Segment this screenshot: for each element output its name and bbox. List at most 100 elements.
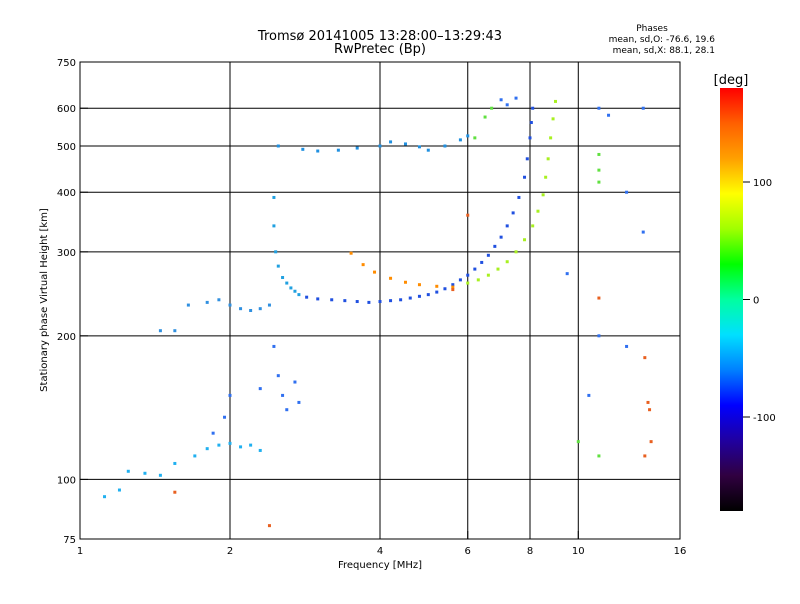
e-layer-mid-point-3	[205, 300, 209, 304]
f2-o-trace-point-5	[367, 300, 371, 304]
f2-o-trace-point-26	[525, 157, 529, 161]
f-region-band-point-0	[276, 144, 280, 148]
scattered-warm-point-9	[451, 288, 455, 292]
scattered-warm-point-5	[597, 296, 601, 300]
scattered-mixed-point-1	[276, 374, 280, 378]
f2-o-trace-point-28	[529, 121, 533, 125]
f2-o-trace-point-25	[523, 175, 527, 179]
f-region-band-point-2	[316, 149, 320, 153]
e-layer-mid-point-5	[228, 303, 232, 307]
f-region-band-point-8	[417, 145, 421, 149]
f2-o-trace-point-16	[466, 273, 470, 277]
f-region-band-point-5	[378, 144, 382, 148]
f2-o-trace-point-23	[511, 211, 515, 215]
colorbar	[720, 88, 743, 511]
scattered-mixed-point-18	[587, 393, 591, 397]
scattered-green-point-0	[490, 106, 494, 110]
scattered-mixed-point-10	[499, 98, 503, 102]
f-region-band-point-9	[426, 148, 430, 152]
y-axis-label: Stationary phase Virtual Height [km]	[39, 208, 50, 392]
f2-o-trace-point-18	[480, 260, 484, 264]
cusp-spread-point-2	[274, 250, 278, 254]
y-tick-label-300: 300	[57, 248, 76, 259]
stats-line-x: mean, sd,X: 88.1, 28.1	[613, 46, 715, 56]
colorbar-tick-label-0: 0	[753, 296, 759, 307]
f2-o-trace-point-12	[435, 290, 439, 294]
cusp-spread-point-8	[297, 293, 301, 297]
x-tick-label-2: 2	[227, 546, 233, 557]
y-tick-label-100: 100	[57, 475, 76, 486]
f2-o-trace-point-7	[389, 299, 393, 303]
f2-o-trace-point-1	[316, 297, 320, 301]
e-layer-mid-point-2	[186, 303, 190, 307]
f2-x-trace-point-1	[476, 278, 480, 282]
x-axis-label: Frequency [MHz]	[338, 560, 422, 571]
f2-x-trace-point-3	[496, 267, 500, 271]
e-layer-low-point-8	[143, 471, 147, 475]
f2-x-trace-point-13	[551, 117, 555, 121]
f2-o-trace-point-14	[451, 283, 455, 287]
grid-lines	[80, 62, 680, 539]
scattered-green-point-4	[597, 168, 601, 172]
scattered-mixed-point-15	[625, 190, 629, 194]
f2-x-trace-point-8	[536, 209, 540, 213]
e-layer-mid-point-7	[249, 308, 253, 312]
x-low-branch-point-3	[389, 276, 393, 280]
scattered-mixed-point-13	[597, 106, 601, 110]
scattered-mixed-point-17	[565, 272, 569, 276]
f2-x-trace-point-14	[553, 99, 557, 103]
y-tick-label-400: 400	[57, 188, 76, 199]
colorbar-tick-label-100: 100	[753, 178, 772, 189]
stats-line-o: mean, sd,O: -76.6, 19.6	[609, 35, 716, 45]
f-region-band-point-3	[336, 148, 340, 152]
scattered-mixed-point-4	[293, 380, 297, 384]
y-tick-label-500: 500	[57, 142, 76, 153]
f2-o-trace-point-29	[531, 106, 535, 110]
f2-o-trace-point-0	[305, 295, 309, 299]
e-layer-mid-point-1	[173, 329, 177, 333]
x-low-branch-point-1	[361, 263, 365, 267]
cusp-spread-point-7	[293, 289, 297, 293]
f2-x-trace-point-2	[486, 273, 490, 277]
f-region-band-point-11	[458, 138, 462, 142]
y-tick-label-600: 600	[57, 104, 76, 115]
cusp-spread-point-6	[289, 286, 293, 290]
f2-x-trace-point-9	[541, 193, 545, 197]
f2-o-trace-point-20	[493, 244, 497, 248]
scattered-mixed-point-0	[272, 344, 276, 348]
scattered-mixed-point-9	[211, 431, 215, 435]
f2-o-trace-point-19	[486, 253, 490, 257]
scattered-warm-point-1	[646, 400, 650, 404]
chart-title: Tromsø 20141005 13:28:00–13:29:43	[257, 29, 502, 44]
f2-o-trace-point-11	[426, 293, 430, 297]
e-layer-mid-point-0	[158, 329, 162, 333]
scattered-warm-point-0	[643, 356, 647, 360]
e-layer-low-point-9	[158, 473, 162, 477]
colorbar-tick-label--100: -100	[753, 413, 776, 424]
colorbar-ticks: 100 0 -100	[743, 178, 776, 424]
scattered-mixed-point-5	[297, 400, 301, 404]
e-layer-low-point-12	[117, 488, 121, 492]
cusp-spread-point-4	[281, 276, 285, 280]
f2-o-trace-point-13	[443, 287, 447, 291]
f2-x-trace-point-4	[505, 260, 509, 264]
f2-x-trace-point-12	[549, 136, 553, 140]
data-points	[103, 96, 653, 528]
e-layer-low-point-0	[193, 454, 197, 458]
x-low-branch-point-7	[451, 285, 455, 289]
e-layer-mid-point-8	[258, 307, 262, 311]
scattered-green-point-1	[483, 115, 487, 119]
f2-o-trace-point-22	[505, 224, 509, 228]
f-region-band-point-4	[355, 146, 359, 150]
scattered-warm-point-7	[173, 490, 177, 494]
scattered-mixed-point-7	[228, 393, 232, 397]
axis-ticks: 1 2 4 6 8 10 16 75 100 200 300 400 500 600 750	[57, 58, 686, 557]
f2-o-trace-point-8	[399, 298, 403, 302]
scattered-warm-point-6	[267, 524, 271, 528]
x-tick-label-8: 8	[527, 546, 533, 557]
scattered-mixed-point-6	[258, 387, 262, 391]
x-tick-label-4: 4	[377, 546, 383, 557]
f2-x-trace-point-5	[514, 250, 518, 254]
